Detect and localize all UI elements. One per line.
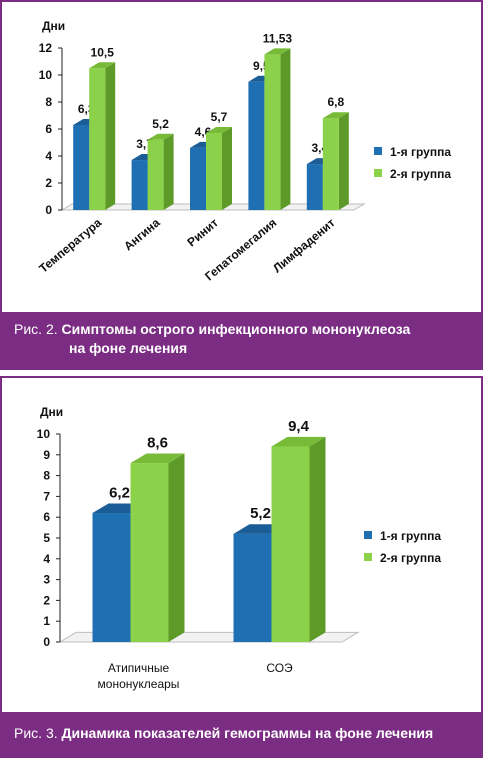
legend-label: 2-я группа — [380, 551, 441, 565]
y-tick-label: 8 — [45, 95, 52, 109]
data-label: 6,8 — [327, 95, 344, 109]
figure-2-caption: Рис. 2. Симптомы острого инфекционного м… — [2, 312, 481, 368]
y-tick-label: 6 — [43, 510, 50, 524]
bar — [233, 533, 272, 642]
data-label: 5,7 — [211, 110, 228, 124]
caption-lead: Рис. 3. — [14, 725, 58, 741]
data-label: 5,2 — [152, 117, 169, 131]
bar — [147, 139, 164, 210]
bar — [89, 68, 106, 210]
bar-top — [206, 127, 232, 134]
figure-2-panel: Дни 0 2 4 6 8 10 12 6,3 10,5 Температура 3,7 5,2 Анги… — [0, 0, 483, 370]
data-label: 11,53 — [263, 31, 293, 45]
bar-side — [163, 133, 174, 210]
y-tick-label: 2 — [43, 593, 50, 607]
x-tick-label: мононуклеары — [98, 677, 180, 691]
y-tick-label: 0 — [45, 203, 52, 217]
legend-swatch — [374, 169, 382, 177]
y-tick-label: 4 — [43, 552, 50, 566]
y-tick-label: 10 — [37, 427, 51, 441]
x-tick-label: СОЭ — [266, 661, 293, 675]
bar — [206, 133, 222, 210]
bar-top — [89, 62, 116, 69]
bar — [306, 164, 323, 210]
chart-hemogram: Дни 0 1 2 3 4 5 6 7 8 9 10 6,2 8,6 Атипичные мононуклеа… — [37, 405, 442, 691]
x-tick-label: Атипичные — [108, 661, 170, 675]
caption-title-line2: на фоне лечения — [69, 340, 188, 356]
y-tick-label: 7 — [43, 489, 50, 503]
bar-side — [309, 436, 326, 642]
bar — [322, 118, 339, 210]
data-label: 8,6 — [147, 435, 168, 452]
legend-label: 1-я группа — [380, 529, 441, 543]
figure-3-caption: Рис. 3. Динамика показателей гемограммы … — [2, 712, 481, 756]
y-tick-label: 1 — [43, 614, 50, 628]
y-axis-label: Дни — [42, 19, 65, 33]
y-tick-label: 5 — [43, 531, 50, 545]
legend-label: 1-я группа — [390, 145, 451, 159]
bar-top — [147, 133, 174, 140]
bar-side — [280, 48, 291, 210]
caption-lead: Рис. 2. — [14, 321, 58, 337]
y-tick-label: 0 — [43, 635, 50, 649]
x-tick-label: Температура — [36, 215, 104, 275]
bar-top — [264, 48, 291, 55]
caption-title: Симптомы острого инфекционного мононукле… — [61, 321, 411, 337]
y-tick-label: 2 — [45, 176, 52, 190]
y-tick-label: 9 — [43, 448, 50, 462]
data-label: 9,4 — [288, 418, 310, 435]
bar — [131, 160, 148, 210]
data-label: 5,2 — [250, 505, 271, 522]
bar — [92, 513, 131, 642]
x-tick-label: Лимфаденит — [270, 215, 338, 275]
bar — [190, 147, 206, 210]
legend-swatch — [364, 553, 372, 561]
legend-swatch — [374, 147, 382, 155]
y-tick-label: 10 — [39, 68, 53, 82]
bar — [73, 124, 90, 210]
bar-side — [105, 62, 116, 210]
bar-side — [338, 112, 349, 210]
figure-3-panel: Дни 0 1 2 3 4 5 6 7 8 9 10 6,2 8,6 Атипичные мононуклеа… — [0, 376, 483, 758]
bar — [248, 81, 265, 210]
data-label: 10,5 — [91, 45, 115, 59]
bar — [130, 463, 169, 642]
bar — [264, 54, 281, 210]
x-tick-label: Ринит — [184, 215, 221, 249]
y-tick-label: 6 — [45, 122, 52, 136]
bar-side — [168, 453, 185, 642]
chart-symptoms: Дни0246810126,310,5Температура3,75,2Анги… — [36, 19, 451, 283]
y-tick-label: 3 — [43, 573, 50, 587]
legend-swatch — [364, 531, 372, 539]
y-tick-label: 4 — [45, 149, 52, 163]
bar-side — [222, 127, 232, 210]
y-tick-label: 8 — [43, 469, 50, 483]
x-tick-label: Ангина — [121, 215, 163, 253]
legend-label: 2-я группа — [390, 167, 451, 181]
bar-top — [322, 112, 349, 119]
y-axis-label: Дни — [40, 405, 63, 419]
bar — [271, 446, 310, 642]
bar-top — [271, 436, 326, 447]
bar-top — [130, 453, 185, 464]
y-tick-label: 12 — [39, 41, 53, 55]
data-label: 6,2 — [109, 484, 130, 501]
caption-title: Динамика показателей гемограммы на фоне … — [61, 725, 434, 741]
